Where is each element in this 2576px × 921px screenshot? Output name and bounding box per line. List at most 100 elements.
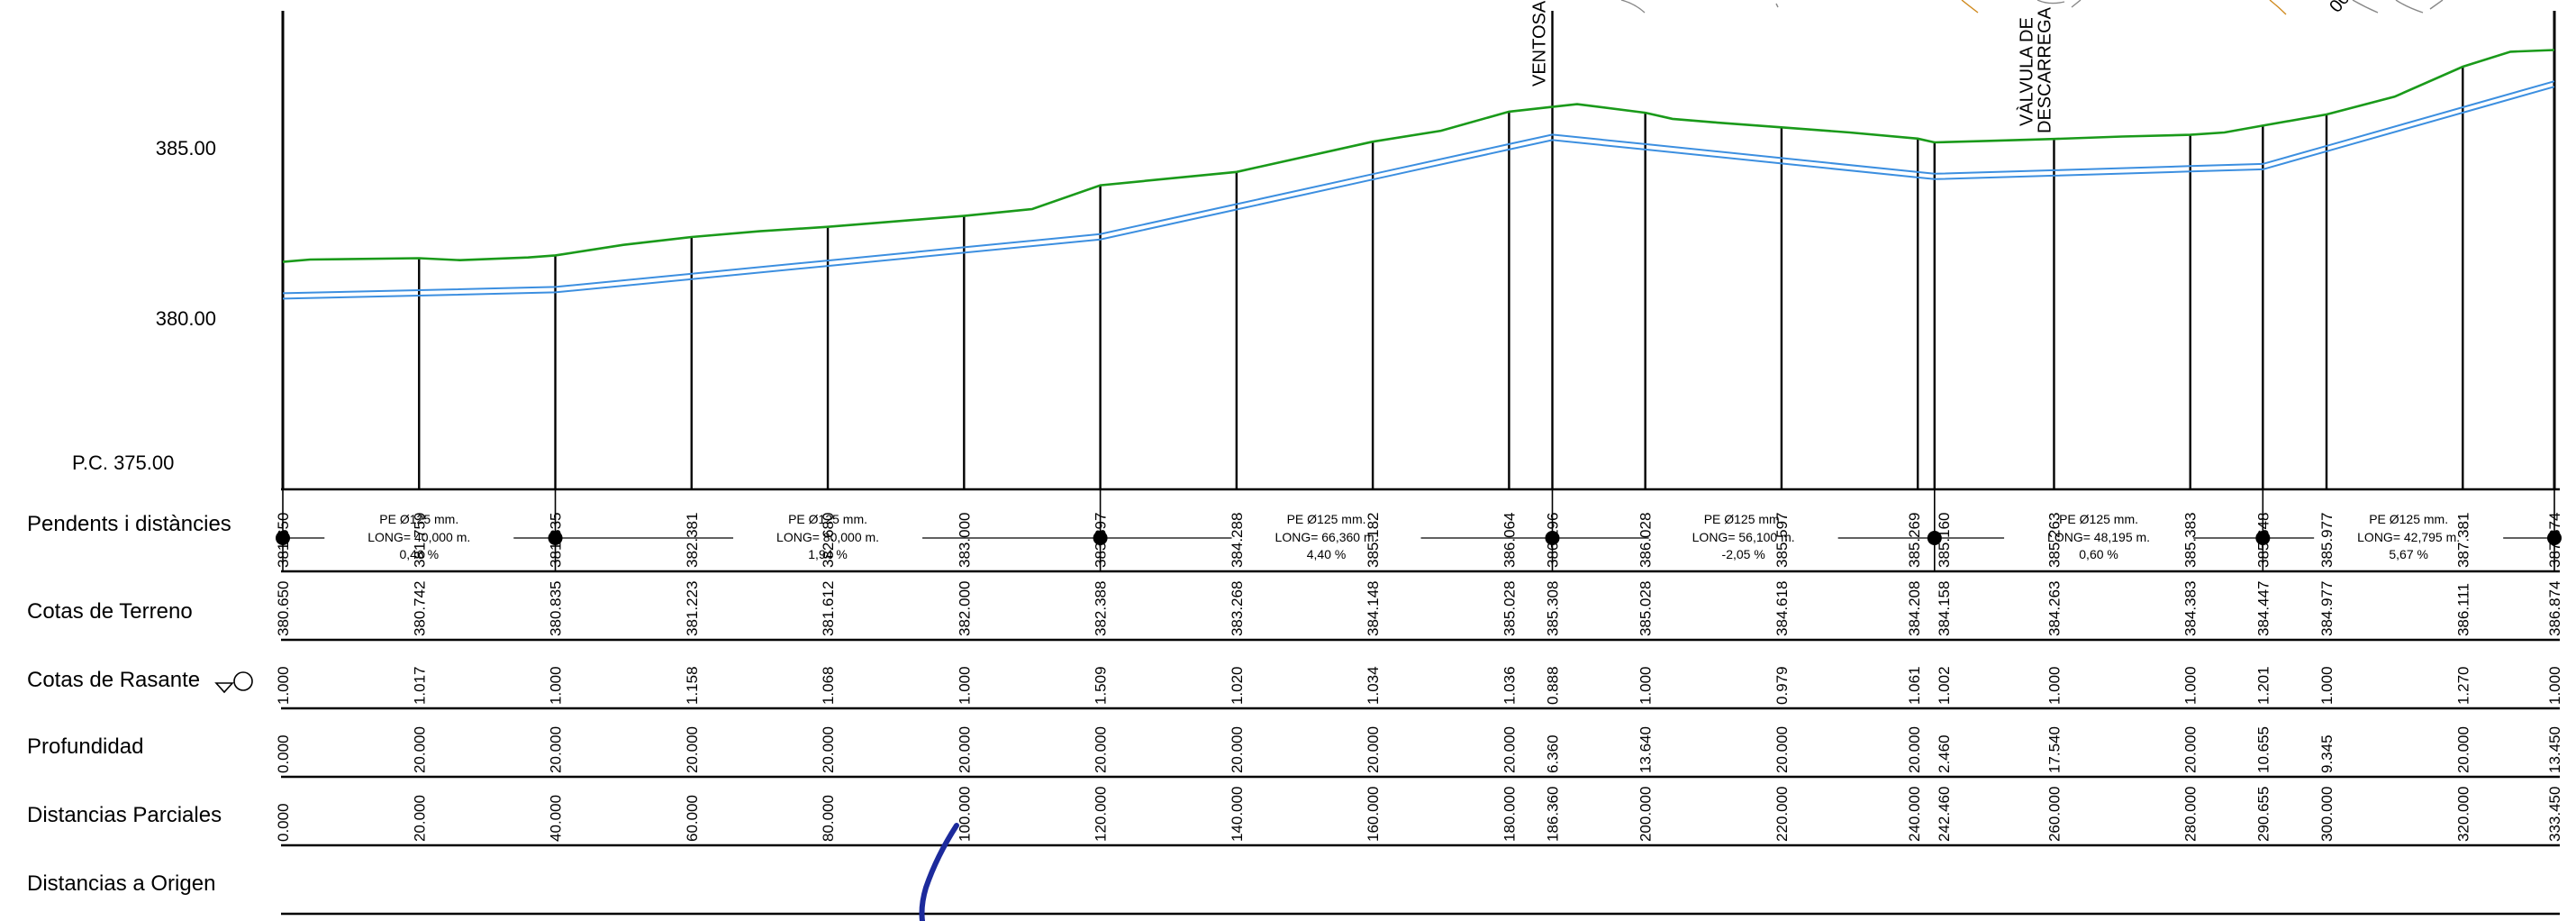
parcial-value: 9.345 xyxy=(2318,734,2336,773)
rasante-value: 383.268 xyxy=(1229,581,1246,636)
segment-break-dot xyxy=(2255,531,2271,545)
rasante-value: 384.148 xyxy=(1365,581,1382,636)
parcial-value: 13.450 xyxy=(2546,726,2563,773)
row-label-rasante: Cotas de Rasante xyxy=(27,668,200,692)
rasante-value: 380.742 xyxy=(411,581,428,636)
rasante-value: 381.223 xyxy=(684,581,701,636)
parcial-value: 20.000 xyxy=(1906,726,1923,773)
rasante-value: 380.650 xyxy=(275,581,292,636)
rasante-value: 384.208 xyxy=(1906,581,1923,636)
profundidad-value: 1.061 xyxy=(1906,666,1923,705)
segment-label-mask xyxy=(1231,529,1421,545)
rasante-value: 384.977 xyxy=(2318,581,2336,636)
origen-value: 60.000 xyxy=(684,795,701,842)
rasante-value: 385.028 xyxy=(1637,581,1655,636)
row-label-terreno: Cotas de Terreno xyxy=(27,599,193,624)
origen-value: 300.000 xyxy=(2318,787,2336,842)
pipe-bottom-line xyxy=(282,86,2555,300)
rasante-value: 384.158 xyxy=(1936,581,1953,636)
origen-value: 120.000 xyxy=(1093,787,1110,842)
terreno-value: 385.269 xyxy=(1906,513,1923,568)
parcial-value: 20.000 xyxy=(1501,726,1518,773)
segment-pipe-label: PE Ø125 mm. xyxy=(788,512,867,526)
rasante-value: 382.000 xyxy=(956,581,973,636)
origen-value: 180.000 xyxy=(1501,787,1518,842)
origen-value: 280.000 xyxy=(2182,787,2200,842)
profundidad-value: 0.888 xyxy=(1545,666,1562,705)
parcial-value: 20.000 xyxy=(411,726,428,773)
parcial-value: 20.000 xyxy=(2182,726,2200,773)
profundidad-value: 1.000 xyxy=(2046,666,2064,705)
origen-value: 100.000 xyxy=(956,787,973,842)
profundidad-value: 1.000 xyxy=(2182,666,2200,705)
row-label-parciales: Distancias Parciales xyxy=(27,803,222,827)
origen-value: 260.000 xyxy=(2046,787,2064,842)
parcial-value: 0.000 xyxy=(275,734,292,773)
origen-value: 320.000 xyxy=(2454,787,2472,842)
segment-label-mask xyxy=(2004,529,2194,545)
segment-length-label: LONG= 56,100 m. xyxy=(1692,530,1795,544)
segment-break-dot xyxy=(1545,531,1560,545)
profundidad-value: 1.017 xyxy=(411,666,428,705)
terreno-value: 383.897 xyxy=(1093,513,1110,568)
elevation-label-380: 380.00 xyxy=(156,307,216,330)
origen-value: 40.000 xyxy=(548,795,565,842)
parcial-value: 20.000 xyxy=(548,726,565,773)
segment-pipe-label: PE Ø125 mm. xyxy=(379,512,458,526)
segment-pipe-label: PE Ø125 mm. xyxy=(1287,512,1366,526)
origen-value: 20.000 xyxy=(411,795,428,842)
rasante-value: 382.388 xyxy=(1093,581,1110,636)
pen-stroke xyxy=(919,823,959,921)
rasante-value: 381.612 xyxy=(820,581,837,636)
terreno-value: 387.874 xyxy=(2546,513,2563,568)
terreno-value: 385.648 xyxy=(2254,513,2272,568)
profundidad-value: 1.036 xyxy=(1501,666,1518,705)
terreno-value: 385.160 xyxy=(1936,513,1953,568)
rasante-value: 385.308 xyxy=(1545,581,1562,636)
segment-break-dot xyxy=(548,531,563,545)
segment-label-mask xyxy=(324,529,514,545)
clipped-red-label: 00 xyxy=(2326,0,2354,16)
terreno-value: 386.028 xyxy=(1637,513,1655,568)
rasante-value: 386.874 xyxy=(2546,581,2563,636)
terreno-value: 385.977 xyxy=(2318,513,2336,568)
segment-label-mask xyxy=(2314,529,2504,545)
terreno-value: 386.196 xyxy=(1545,513,1562,568)
profundidad-value: 1.068 xyxy=(820,666,837,705)
origen-value: 240.000 xyxy=(1906,787,1923,842)
terreno-value: 386.064 xyxy=(1501,513,1518,568)
segment-break-dot xyxy=(2547,531,2562,545)
segment-slope-label: 1,94 % xyxy=(808,547,848,561)
terrain-profile-line xyxy=(282,49,2555,263)
origen-value: 0.000 xyxy=(275,803,292,842)
segment-label-mask xyxy=(1648,529,1838,545)
parcial-value: 13.640 xyxy=(1637,726,1655,773)
terrain-line xyxy=(282,49,2555,263)
terreno-value: 381.835 xyxy=(548,513,565,568)
rasante-value: 380.835 xyxy=(548,581,565,636)
ventosa-label: VENTOSA xyxy=(1530,0,1550,87)
profundidad-value: 1.002 xyxy=(1936,666,1953,705)
segment-pipe-label: PE Ø125 mm. xyxy=(2369,512,2448,526)
segment-length-label: LONG= 48,195 m. xyxy=(2047,530,2150,544)
plan-fragments xyxy=(1620,0,2444,15)
origen-value: 140.000 xyxy=(1229,787,1246,842)
segment-length-label: LONG= 66,360 m. xyxy=(1275,530,1378,544)
parcial-value: 17.540 xyxy=(2046,726,2064,773)
terreno-value: 385.263 xyxy=(2046,513,2064,568)
profundidad-value: 1.270 xyxy=(2454,666,2472,705)
parcial-value: 20.000 xyxy=(956,726,973,773)
parcial-value: 20.000 xyxy=(1773,726,1791,773)
row-label-pendents: Pendents i distàncies xyxy=(27,512,231,536)
rasante-value: 384.263 xyxy=(2046,581,2064,636)
parcial-value: 2.460 xyxy=(1936,734,1953,773)
table-rules xyxy=(281,488,2560,916)
profundidad-value: 1.000 xyxy=(2318,666,2336,705)
terreno-value: 385.383 xyxy=(2182,513,2200,568)
segment-slope-label: 5,67 % xyxy=(2389,547,2428,561)
segment-slope-label: 4,40 % xyxy=(1307,547,1347,561)
origen-value: 160.000 xyxy=(1365,787,1382,842)
parcial-value: 20.000 xyxy=(820,726,837,773)
terreno-value: 382.680 xyxy=(820,513,837,568)
